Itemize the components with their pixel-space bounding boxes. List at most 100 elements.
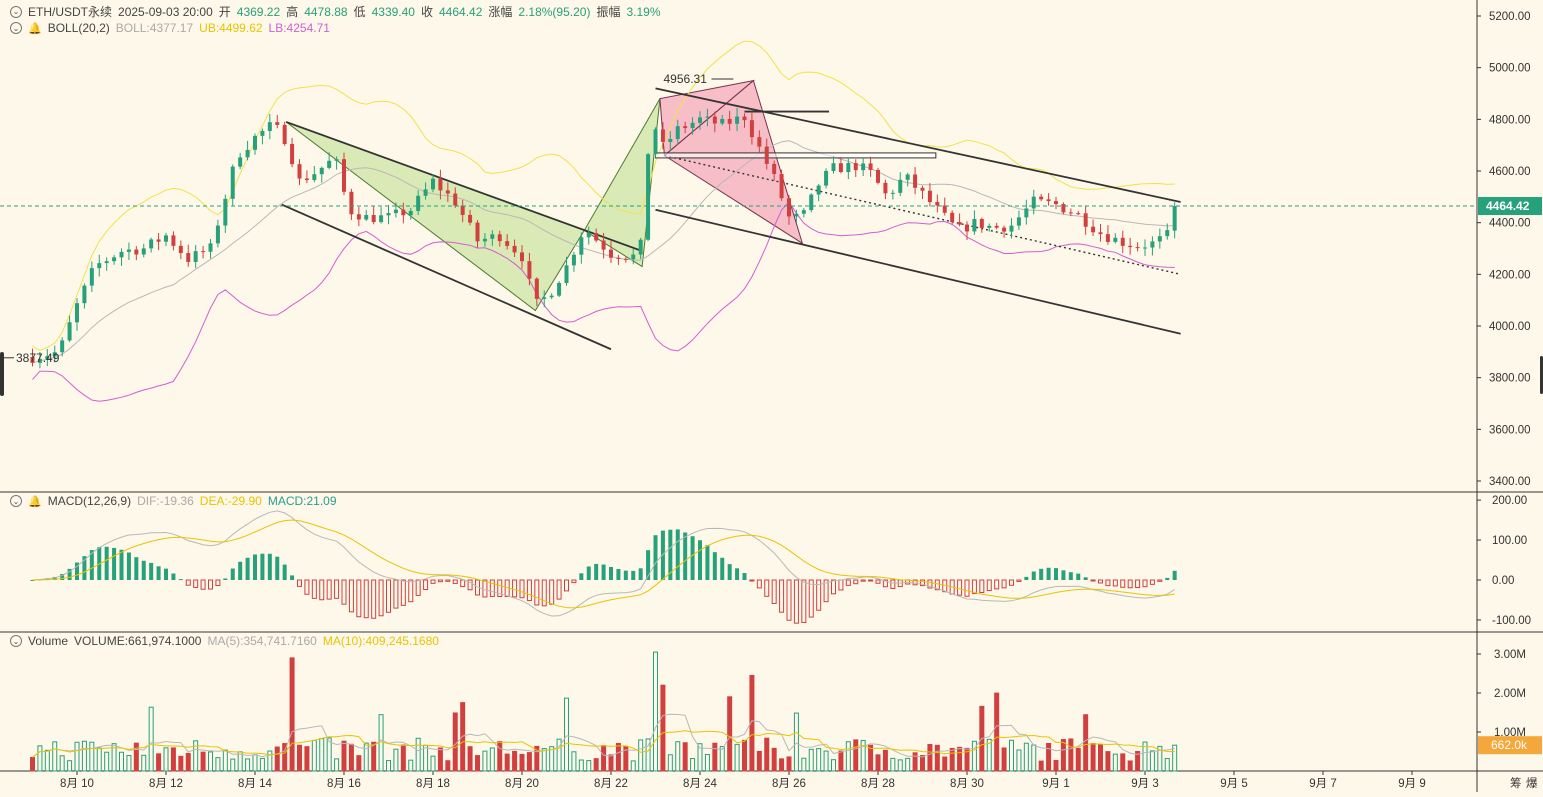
candle-body [883, 182, 888, 194]
volume-bar [1105, 751, 1111, 772]
candle-body [386, 213, 391, 216]
macd-dea-value: DEA:-29.90 [199, 494, 262, 508]
candle-body [972, 219, 977, 232]
volume-bar [259, 757, 265, 772]
macd-histogram-bar [437, 579, 443, 583]
low-label: 低 [353, 5, 366, 19]
macd-histogram-bar [319, 579, 325, 601]
volume-bar [623, 746, 629, 772]
macd-histogram-bar [112, 547, 117, 580]
volume-bar [96, 747, 102, 772]
macd-histogram-bar [1090, 579, 1096, 582]
collapse-icon[interactable]: ⌄ [10, 5, 22, 18]
boll-name: BOLL(20,2) [47, 21, 110, 35]
price-tick-label: 4800.00 [1489, 114, 1531, 126]
candle-body [201, 251, 206, 253]
volume-bar [1157, 745, 1163, 772]
volume-bar [615, 742, 621, 772]
left-scroll-handle[interactable] [0, 352, 4, 396]
volume-bar [1023, 742, 1029, 772]
macd-tick-label: 0.00 [1492, 575, 1514, 587]
candle-body [913, 174, 918, 188]
macd-value: MACD:21.09 [267, 494, 337, 508]
macd-histogram-bar [156, 566, 161, 580]
collapse-icon[interactable]: ⌄ [10, 22, 22, 34]
macd-histogram-bar [601, 564, 606, 580]
candle-body [1120, 237, 1125, 246]
candle-body [282, 124, 287, 144]
volume-bar [1090, 743, 1096, 772]
collapse-icon[interactable]: ⌄ [10, 635, 22, 647]
volume-bar [986, 738, 992, 772]
candle-body [475, 222, 480, 242]
macd-histogram-bar [275, 556, 280, 580]
volume-bar [1120, 753, 1126, 772]
volume-bar [942, 756, 948, 772]
macd-histogram-bar [1054, 568, 1058, 580]
volume-bar [578, 759, 584, 772]
candle-body [905, 174, 910, 180]
candle-body [445, 190, 450, 194]
macd-histogram-bar [912, 579, 918, 586]
candle-body [67, 322, 72, 341]
candle-body [60, 340, 65, 353]
macd-histogram-bar [178, 579, 183, 581]
macd-histogram-bar [334, 579, 340, 599]
high-annotation: 4956.31 [664, 72, 708, 86]
macd-histogram-bar [371, 579, 377, 619]
macd-histogram-bar [698, 540, 702, 580]
candle-body [809, 194, 814, 211]
volume-bar [148, 706, 154, 772]
candle-body [468, 214, 473, 223]
macd-histogram-bar [838, 579, 844, 591]
candle-body [482, 238, 487, 242]
price-legend: ⌄ ETH/USDT永续 2025-09-03 20:00 开 4369.22 高… [10, 3, 661, 20]
candle-body [779, 173, 784, 199]
candle-body [52, 352, 57, 357]
candle-body [193, 251, 198, 262]
pattern-green-triangle [285, 121, 586, 312]
macd-histogram-bar [1165, 577, 1170, 580]
macd-histogram-bar [927, 579, 933, 589]
macd-histogram-bar [126, 552, 131, 580]
change-label: 涨幅 [488, 5, 513, 19]
volume-bar [215, 757, 221, 772]
low-annotation: 3877.49 [16, 351, 60, 365]
macd-histogram-bar [341, 579, 347, 605]
volume-bar [163, 747, 169, 772]
volume-ma5-value: MA(5):354,741.7160 [207, 634, 317, 648]
macd-histogram-bar [793, 579, 799, 624]
collapse-icon[interactable]: ⌄ [10, 495, 22, 507]
macd-histogram-bar [653, 535, 658, 580]
candle-body [364, 215, 369, 220]
volume-bar [52, 741, 58, 772]
candle-body [601, 240, 606, 250]
bell-icon[interactable]: 🔔 [28, 495, 42, 508]
volume-bar [341, 740, 347, 772]
macd-histogram-bar [489, 579, 495, 597]
volume-bar [823, 750, 829, 772]
candle-body [557, 282, 562, 296]
macd-histogram-bar [526, 579, 532, 602]
macd-histogram-bar [445, 579, 451, 582]
candle-body [512, 245, 517, 253]
x-tick-label: 8月 22 [594, 778, 628, 790]
macd-histogram-bar [30, 580, 35, 581]
macd-histogram-bar [727, 564, 732, 580]
volume-bar [423, 744, 429, 772]
candle-body [764, 146, 769, 164]
candle-body [356, 214, 361, 220]
candle-body [594, 233, 599, 241]
candle-body [89, 268, 94, 286]
candle-body [749, 120, 754, 138]
right-scroll-handle[interactable] [1540, 356, 1543, 394]
boll-mid-value: BOLL:4377.17 [115, 21, 194, 35]
macd-tick-label: 200.00 [1492, 495, 1527, 507]
boll-ub-line [32, 40, 1175, 352]
macd-histogram-bar [215, 579, 221, 587]
volume-tick-label: 3.00M [1494, 649, 1526, 661]
macd-histogram-bar [631, 570, 636, 580]
bell-icon[interactable]: 🔔 [28, 22, 42, 35]
candle-body [638, 239, 643, 255]
